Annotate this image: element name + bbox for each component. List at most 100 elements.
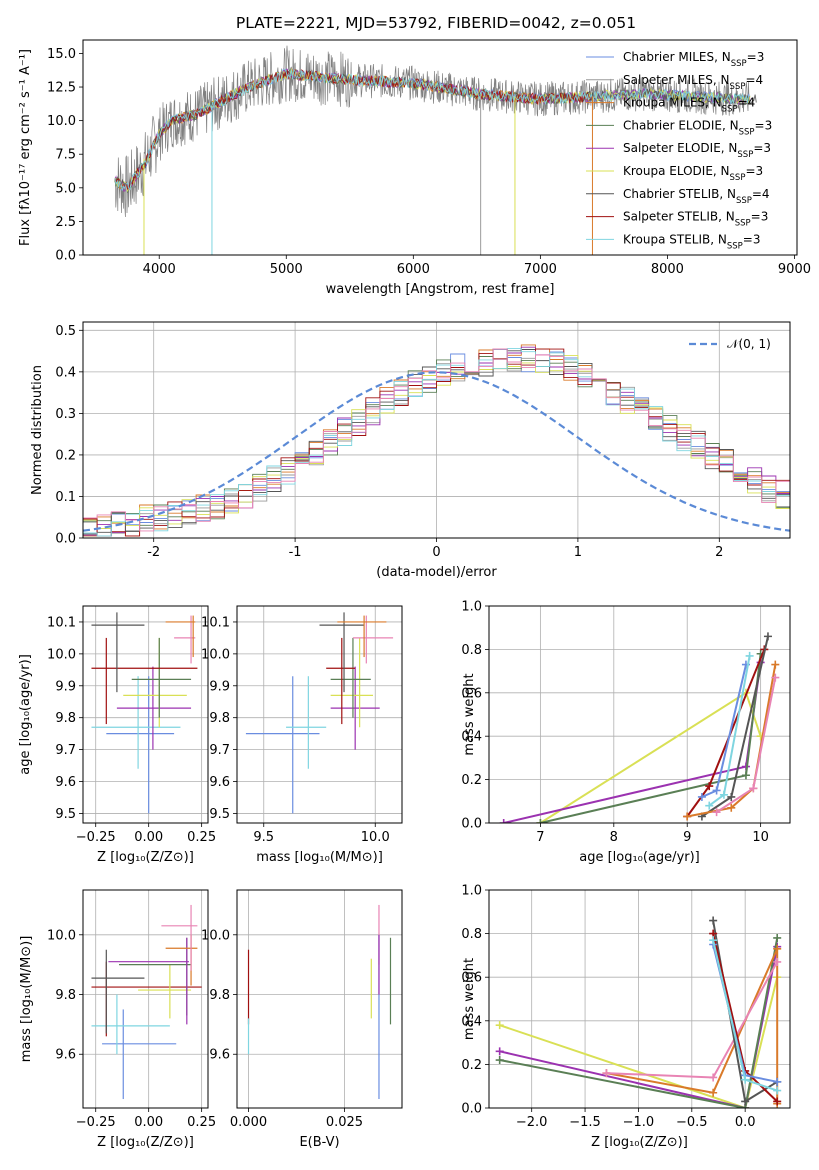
x-tick-label: 9.5 bbox=[253, 830, 274, 845]
plus-marker bbox=[773, 1086, 782, 1095]
plus-marker bbox=[741, 771, 750, 780]
y-tick-label: 0.3 bbox=[55, 407, 76, 422]
plus-marker bbox=[741, 1075, 750, 1084]
y-tick-label: 10.1 bbox=[201, 615, 230, 630]
plus-marker bbox=[495, 1021, 504, 1030]
plot-area bbox=[495, 916, 782, 1108]
plus-marker bbox=[709, 1073, 718, 1082]
x-tick-label: 1 bbox=[574, 545, 582, 560]
mass-weight-line bbox=[499, 937, 779, 1108]
plot-area bbox=[499, 632, 780, 823]
x-tick-label: -1 bbox=[289, 545, 302, 560]
y-tick-label: 9.5 bbox=[55, 807, 76, 822]
y-tick-label: 9.8 bbox=[55, 988, 76, 1003]
legend-entry: Kroupa STELIB, NSSP=3 bbox=[623, 232, 761, 251]
x-tick-label: 0.25 bbox=[187, 1115, 216, 1130]
plot-area bbox=[245, 612, 394, 814]
x-tick-label: 7000 bbox=[524, 262, 557, 277]
axes-frame bbox=[488, 605, 791, 824]
x-tick-label: 0.025 bbox=[326, 1115, 363, 1130]
y-tick-label: 0.6 bbox=[461, 686, 482, 701]
x-axis-label: mass [log₁₀(M/M⊙)] bbox=[256, 850, 383, 865]
y-tick-label: 9.9 bbox=[55, 679, 76, 694]
plus-marker bbox=[773, 1097, 782, 1106]
panel-age-vs-mass: 9.5 10.0 9.5 9.6 9.7 9.8 9.9 10.0 10.1 mass [log₁… bbox=[201, 605, 403, 865]
axes-frame bbox=[82, 321, 791, 539]
plus-marker bbox=[495, 1047, 504, 1056]
plot-area bbox=[247, 904, 392, 1100]
x-tick-label: 4000 bbox=[143, 262, 176, 277]
legend-entry: Kroupa ELODIE, NSSP=3 bbox=[623, 164, 763, 183]
panel-mass-vs-ebv: 0.000 0.025 9.6 9.8 10.0 E(B-V) bbox=[201, 889, 403, 1150]
plus-marker bbox=[705, 782, 714, 791]
y-tick-label: 9.6 bbox=[209, 1048, 230, 1063]
x-tick-label: −0.25 bbox=[76, 830, 116, 845]
axes-frame bbox=[82, 889, 209, 1109]
y-tick-label: 9.7 bbox=[209, 743, 230, 758]
legend-entry: Salpeter ELODIE, NSSP=3 bbox=[623, 141, 771, 160]
y-tick-label: 0.4 bbox=[461, 730, 482, 745]
plus-marker bbox=[712, 786, 721, 795]
plus-marker bbox=[741, 1097, 750, 1106]
plus-marker bbox=[705, 801, 714, 810]
axes-frame bbox=[82, 39, 798, 256]
plus-marker bbox=[499, 819, 508, 823]
y-axis-label: mass weight bbox=[462, 673, 477, 755]
x-tick-label: 0.000 bbox=[230, 1115, 267, 1130]
plot-area bbox=[91, 904, 202, 1100]
plus-marker bbox=[719, 790, 728, 799]
x-tick-label: 6000 bbox=[397, 262, 430, 277]
plus-marker bbox=[709, 916, 718, 925]
y-tick-label: 0.0 bbox=[461, 817, 482, 832]
mass-weight-line bbox=[499, 946, 779, 1108]
y-tick-label: 10.0 bbox=[47, 647, 76, 662]
x-tick-label: 9 bbox=[683, 830, 691, 845]
y-tick-label: 2.5 bbox=[55, 215, 76, 230]
plus-marker bbox=[763, 632, 772, 641]
y-tick-label: 0.6 bbox=[461, 971, 482, 986]
y-tick-label: 1.0 bbox=[461, 600, 482, 615]
y-tick-label: 10.1 bbox=[47, 615, 76, 630]
legend-entry: Kroupa MILES, NSSP=4 bbox=[623, 96, 755, 115]
plus-marker bbox=[745, 651, 754, 660]
residual-histogram bbox=[83, 348, 790, 538]
y-tick-label: 5.0 bbox=[55, 181, 76, 196]
plus-marker bbox=[771, 660, 780, 669]
x-tick-label: 0.00 bbox=[134, 830, 163, 845]
x-tick-label: 0 bbox=[432, 545, 440, 560]
plus-marker bbox=[683, 812, 692, 821]
y-tick-label: 0.4 bbox=[55, 365, 76, 380]
y-tick-label: 10.0 bbox=[201, 647, 230, 662]
y-tick-label: 10.0 bbox=[47, 928, 76, 943]
x-tick-label: −0.5 bbox=[676, 1115, 708, 1130]
x-tick-label: −2.0 bbox=[516, 1115, 548, 1130]
legend-entry: Chabrier STELIB, NSSP=4 bbox=[623, 187, 770, 206]
x-axis-label: Z [log₁₀(Z/Z⊙)] bbox=[97, 1135, 194, 1150]
plus-marker bbox=[536, 819, 545, 823]
y-tick-label: 0.0 bbox=[55, 249, 76, 264]
y-tick-label: 0.8 bbox=[461, 927, 482, 942]
x-tick-label: 0.0 bbox=[735, 1115, 756, 1130]
mass-weight-line bbox=[499, 976, 779, 1108]
y-tick-label: 0.2 bbox=[461, 1058, 482, 1073]
y-axis-label: mass weight bbox=[462, 958, 477, 1040]
residual-histogram bbox=[83, 348, 790, 538]
y-tick-label: 15.0 bbox=[47, 47, 76, 62]
plus-marker bbox=[773, 933, 782, 942]
legend-entry: Chabrier ELODIE, NSSP=3 bbox=[623, 118, 772, 137]
plus-marker bbox=[727, 792, 736, 801]
x-axis-label: wavelength [Angstrom, rest frame] bbox=[326, 282, 555, 297]
axes-frame bbox=[82, 605, 209, 824]
x-tick-label: 10.0 bbox=[361, 830, 390, 845]
y-tick-label: 0.2 bbox=[461, 773, 482, 788]
x-tick-label: 0.25 bbox=[187, 830, 216, 845]
y-tick-label: 9.8 bbox=[55, 711, 76, 726]
panel-spectrum: 4000 5000 6000 7000 8000 9000 0.0 2.5 5.0 7.5 10.0… bbox=[18, 39, 811, 297]
x-tick-label: 9000 bbox=[778, 262, 811, 277]
y-axis-label: Normed distribution bbox=[30, 365, 45, 495]
plus-marker bbox=[727, 803, 736, 812]
panel-massweight-vs-Z: −2.0 −1.5 −1.0 −0.5 0.0 0.0 0.2 0.4 0.6 0.8 1.0 Z [… bbox=[461, 884, 791, 1150]
panel-massweight-vs-age: 7 8 9 10 0.0 0.2 0.4 0.6 0.8 1.0 age [log₁₀(age/yr… bbox=[461, 600, 791, 865]
y-tick-label: 10.0 bbox=[201, 928, 230, 943]
